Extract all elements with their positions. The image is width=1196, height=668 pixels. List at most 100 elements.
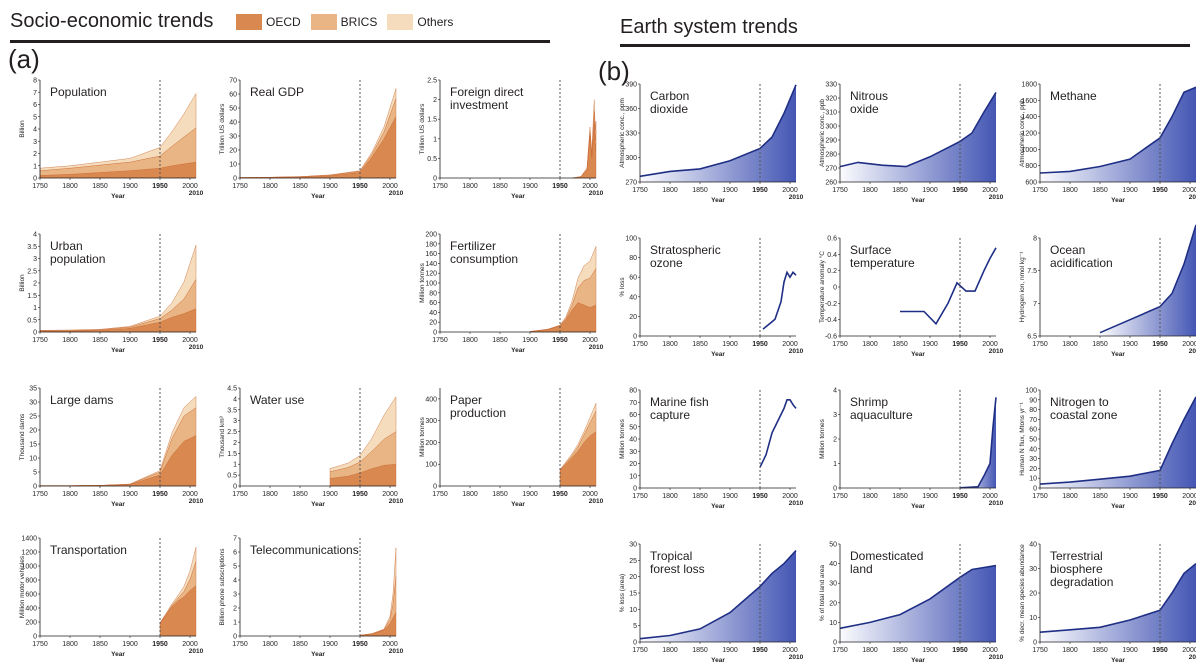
x-tick-label-transport: 2000 <box>182 641 198 648</box>
x-tick-label-population: 2000 <box>182 183 198 190</box>
x-tick-label-dams: 2000 <box>182 491 198 498</box>
y-tick-label-dams: 0 <box>33 484 37 491</box>
y-tick-label-water: 4 <box>233 396 237 403</box>
x-tick-label-fertilizer: 1750 <box>432 337 448 344</box>
y-tick-label-temperature: 0.6 <box>827 236 837 243</box>
y-axis-label-fertilizer: Million tonnes <box>419 262 426 302</box>
x-tick-label-co2: 2010 <box>789 194 804 201</box>
x-tick-label-biosphere: 1850 <box>1092 647 1108 654</box>
y-tick-label-gdp: 20 <box>229 148 237 155</box>
socio-economic-rule <box>10 40 550 43</box>
x-tick-label-methane: 1950 <box>1152 187 1168 194</box>
chart-title-urban: Urban <box>50 239 83 253</box>
y-tick-label-urban: 1 <box>33 305 37 312</box>
y-tick-label-nitrogen: 10 <box>1029 476 1037 483</box>
y-tick-label-water: 2.5 <box>227 429 237 436</box>
series-area-transport-oecd <box>159 585 197 637</box>
y-tick-label-fertilizer: 140 <box>425 261 437 268</box>
y-tick-label-telecom: 7 <box>233 536 237 543</box>
y-tick-label-temperature: -0.2 <box>825 301 837 308</box>
y-tick-label-n2o: 330 <box>825 82 837 89</box>
x-tick-label-telecom: 1900 <box>322 641 338 648</box>
y-tick-label-nitrogen: 90 <box>1029 397 1037 404</box>
x-tick-label-urban: 1750 <box>32 337 48 344</box>
x-tick-label-telecom: 1950 <box>352 641 368 648</box>
x-tick-label-biosphere: 2010 <box>1189 654 1196 661</box>
chart-title-ozone: Stratospheric <box>650 243 721 257</box>
legend-swatch-brics <box>310 14 337 30</box>
series-line-methane <box>1039 86 1196 174</box>
chart-title-fish: capture <box>650 408 690 422</box>
y-tick-label-paper: 300 <box>425 418 437 425</box>
y-tick-label-ozone: 100 <box>625 236 637 243</box>
y-tick-label-telecom: 6 <box>233 550 237 557</box>
y-axis-label-fdi: Trillion US dollars <box>419 103 426 154</box>
y-tick-label-fish: 80 <box>629 388 637 395</box>
chart-title-population: Population <box>50 85 107 99</box>
y-axis-label-ocean: Hydrogen ion, nmol kg⁻¹ <box>1019 251 1026 322</box>
series-area-paper-oecd <box>559 431 597 487</box>
chart-gdp: 0 10 20 30 40 50 60 70 1750 1800 1850 1900 1950 2000 2… <box>219 78 404 204</box>
x-tick-label-nitrogen: 1950 <box>1152 493 1168 500</box>
y-tick-label-ozone: 60 <box>629 275 637 282</box>
x-tick-label-methane: 2000 <box>1182 187 1196 194</box>
x-tick-label-urban: 2000 <box>182 337 198 344</box>
y-tick-label-paper: 400 <box>425 396 437 403</box>
x-tick-label-forest: 2000 <box>782 647 798 654</box>
y-tick-label-water: 1 <box>233 462 237 469</box>
y-tick-label-urban: 4 <box>33 232 37 239</box>
series-area-telecom-others <box>359 547 397 636</box>
x-tick-label-gdp: 2010 <box>389 190 404 197</box>
y-tick-label-nitrogen: 80 <box>1029 407 1037 414</box>
x-tick-label-water: 1850 <box>292 491 308 498</box>
y-tick-label-fertilizer: 120 <box>425 271 437 278</box>
x-axis-label-ozone: Year <box>711 351 725 358</box>
y-tick-label-population: 0 <box>33 176 37 183</box>
x-tick-label-forest: 1750 <box>632 647 648 654</box>
chart-title-forest: Tropical <box>650 549 692 563</box>
chart-title-paper: production <box>450 406 506 420</box>
x-tick-label-temperature: 1750 <box>832 341 848 348</box>
x-axis-label-fish: Year <box>711 503 725 510</box>
y-tick-label-fdi: 2.5 <box>427 78 437 85</box>
x-tick-label-ozone: 1800 <box>662 341 678 348</box>
x-tick-label-nitrogen: 1800 <box>1062 493 1078 500</box>
x-tick-label-ozone: 1950 <box>752 341 768 348</box>
y-tick-label-fish: 20 <box>629 461 637 468</box>
y-tick-label-gdp: 60 <box>229 92 237 99</box>
series-line-ocean <box>1099 224 1196 334</box>
chart-urban: 0 0.5 1 1.5 2 2.5 3 3.5 4 1750 1800 1850 1900 1950 200… <box>19 232 204 358</box>
chart-shrimp: 0 1 2 3 4 1750 1800 1850 1900 1950 2000 2010 Year Mil… <box>819 388 1004 514</box>
y-tick-label-dams: 20 <box>29 428 37 435</box>
y-tick-label-transport: 1400 <box>21 536 37 543</box>
y-axis-label-methane: Atmospheric conc., ppb <box>1019 99 1026 167</box>
y-tick-label-population: 5 <box>33 114 37 121</box>
x-tick-label-temperature: 1900 <box>922 341 938 348</box>
x-tick-label-water: 1750 <box>232 491 248 498</box>
y-axis-label-temperature: Temperature anomaly °C <box>818 251 826 323</box>
panel-b-label: (b) <box>598 56 630 86</box>
series-area-fertilizer-others <box>529 246 597 332</box>
y-tick-label-forest: 30 <box>629 542 637 549</box>
x-axis-label-telecom: Year <box>311 651 325 658</box>
x-tick-label-transport: 1800 <box>62 641 78 648</box>
y-tick-label-transport: 600 <box>25 592 37 599</box>
legend-item-oecd: OECD <box>236 14 301 30</box>
y-tick-label-population: 6 <box>33 102 37 109</box>
series-line-biosphere <box>1039 562 1196 633</box>
y-tick-label-shrimp: 1 <box>833 461 837 468</box>
y-tick-label-dams: 30 <box>29 400 37 407</box>
x-tick-label-fish: 2000 <box>782 493 798 500</box>
y-axis-label-fish: Million tonnes <box>619 418 626 458</box>
y-tick-label-urban: 3 <box>33 256 37 263</box>
y-tick-label-telecom: 4 <box>233 578 237 585</box>
y-tick-label-population: 2 <box>33 151 37 158</box>
y-tick-label-co2: 270 <box>625 180 637 187</box>
x-tick-label-paper: 1950 <box>552 491 568 498</box>
x-tick-label-population: 1950 <box>152 183 168 190</box>
x-tick-label-ocean: 1800 <box>1062 341 1078 348</box>
y-tick-label-ocean: 6.5 <box>1027 334 1037 341</box>
y-tick-label-fertilizer: 20 <box>429 320 437 327</box>
x-tick-label-transport: 1900 <box>122 641 138 648</box>
